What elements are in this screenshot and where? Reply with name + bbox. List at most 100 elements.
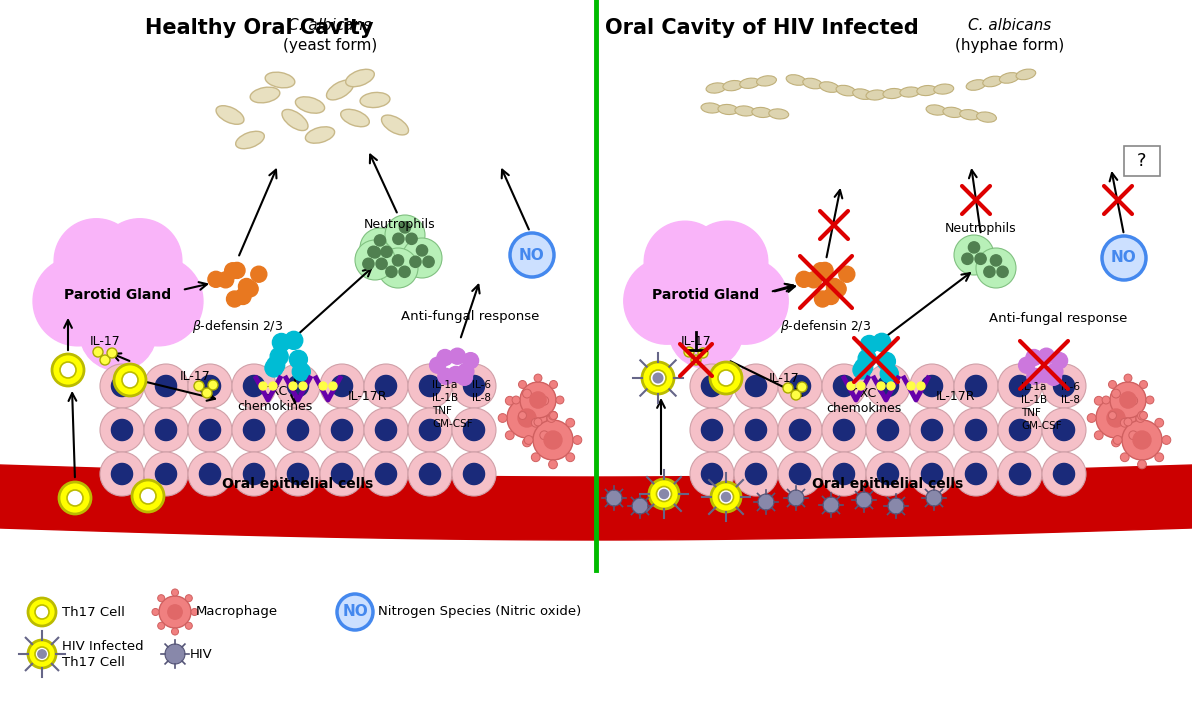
Text: Anti-fungal response: Anti-fungal response bbox=[989, 312, 1128, 325]
Circle shape bbox=[157, 595, 164, 602]
Ellipse shape bbox=[757, 75, 776, 86]
Text: Th17 Cell: Th17 Cell bbox=[62, 605, 125, 619]
Circle shape bbox=[1124, 374, 1132, 382]
Circle shape bbox=[191, 609, 198, 615]
Circle shape bbox=[1129, 431, 1137, 439]
Circle shape bbox=[132, 480, 164, 512]
Circle shape bbox=[921, 375, 943, 397]
Circle shape bbox=[650, 370, 666, 386]
Circle shape bbox=[573, 436, 582, 444]
Circle shape bbox=[188, 408, 232, 452]
Text: IL-1B: IL-1B bbox=[432, 393, 458, 403]
Circle shape bbox=[646, 235, 766, 355]
Circle shape bbox=[822, 364, 867, 408]
Circle shape bbox=[250, 266, 267, 282]
Circle shape bbox=[1045, 370, 1061, 385]
Circle shape bbox=[998, 408, 1042, 452]
Circle shape bbox=[111, 464, 132, 485]
Circle shape bbox=[550, 380, 558, 389]
Ellipse shape bbox=[900, 87, 920, 97]
Circle shape bbox=[319, 382, 327, 390]
Circle shape bbox=[814, 291, 831, 307]
Circle shape bbox=[155, 419, 176, 441]
Circle shape bbox=[822, 288, 839, 305]
Circle shape bbox=[796, 271, 812, 288]
Circle shape bbox=[267, 356, 285, 374]
Circle shape bbox=[235, 288, 252, 305]
Text: NO: NO bbox=[342, 604, 368, 619]
Ellipse shape bbox=[982, 76, 1002, 87]
Circle shape bbox=[199, 464, 221, 485]
Text: IL-17: IL-17 bbox=[180, 370, 210, 383]
Circle shape bbox=[399, 222, 410, 233]
Circle shape bbox=[909, 364, 954, 408]
Circle shape bbox=[232, 364, 277, 408]
Text: Macrophage: Macrophage bbox=[195, 605, 278, 619]
Circle shape bbox=[887, 382, 895, 390]
Circle shape bbox=[687, 221, 768, 303]
Circle shape bbox=[657, 486, 671, 501]
Circle shape bbox=[519, 412, 527, 419]
Circle shape bbox=[224, 263, 241, 279]
Circle shape bbox=[690, 364, 734, 408]
Circle shape bbox=[60, 362, 76, 378]
Circle shape bbox=[789, 464, 811, 485]
Circle shape bbox=[1109, 380, 1117, 389]
Circle shape bbox=[877, 419, 899, 441]
Text: HIV Infected: HIV Infected bbox=[62, 641, 143, 654]
Text: TNF: TNF bbox=[1022, 408, 1041, 418]
Circle shape bbox=[1054, 375, 1074, 397]
Text: Oral epithelial cells: Oral epithelial cells bbox=[223, 477, 373, 491]
Circle shape bbox=[691, 355, 701, 365]
Text: IL-17: IL-17 bbox=[769, 372, 800, 385]
Circle shape bbox=[1054, 464, 1074, 485]
Circle shape bbox=[277, 452, 319, 496]
Text: chemokines: chemokines bbox=[826, 402, 901, 415]
Text: chemokines: chemokines bbox=[237, 400, 312, 413]
Circle shape bbox=[745, 375, 766, 397]
Text: Healthy Oral Cavity: Healthy Oral Cavity bbox=[145, 18, 373, 38]
Circle shape bbox=[287, 375, 309, 397]
Text: IL-17: IL-17 bbox=[681, 335, 712, 348]
Circle shape bbox=[368, 246, 379, 258]
Text: IL-8: IL-8 bbox=[472, 393, 491, 403]
Circle shape bbox=[806, 272, 821, 288]
Circle shape bbox=[58, 482, 91, 514]
Circle shape bbox=[226, 291, 242, 307]
Circle shape bbox=[385, 215, 426, 255]
Circle shape bbox=[877, 375, 899, 397]
Circle shape bbox=[399, 266, 410, 278]
Circle shape bbox=[644, 221, 726, 303]
Circle shape bbox=[830, 281, 846, 297]
Ellipse shape bbox=[933, 84, 954, 94]
Text: IL-6: IL-6 bbox=[472, 380, 491, 390]
Circle shape bbox=[1026, 368, 1043, 384]
Circle shape bbox=[238, 278, 254, 295]
Circle shape bbox=[555, 396, 564, 404]
Ellipse shape bbox=[381, 115, 409, 135]
Circle shape bbox=[331, 464, 353, 485]
Circle shape bbox=[522, 438, 532, 447]
Circle shape bbox=[100, 408, 144, 452]
Circle shape bbox=[122, 372, 138, 388]
Circle shape bbox=[921, 419, 943, 441]
Circle shape bbox=[52, 354, 83, 386]
Text: IL-6: IL-6 bbox=[1061, 382, 1080, 392]
Circle shape bbox=[510, 233, 554, 277]
Text: ?: ? bbox=[1137, 152, 1147, 170]
Circle shape bbox=[1140, 380, 1148, 389]
Circle shape bbox=[375, 258, 387, 269]
Text: Anti-fungal response: Anti-fungal response bbox=[401, 310, 539, 323]
Ellipse shape bbox=[802, 78, 822, 89]
Circle shape bbox=[833, 464, 855, 485]
Circle shape bbox=[271, 347, 288, 365]
Circle shape bbox=[111, 419, 132, 441]
Circle shape bbox=[80, 294, 156, 371]
Circle shape bbox=[548, 460, 558, 468]
Circle shape bbox=[199, 375, 221, 397]
Circle shape bbox=[38, 650, 46, 658]
Circle shape bbox=[155, 464, 176, 485]
Text: IL-17: IL-17 bbox=[89, 335, 120, 348]
Circle shape bbox=[566, 419, 575, 427]
Circle shape bbox=[861, 335, 879, 353]
